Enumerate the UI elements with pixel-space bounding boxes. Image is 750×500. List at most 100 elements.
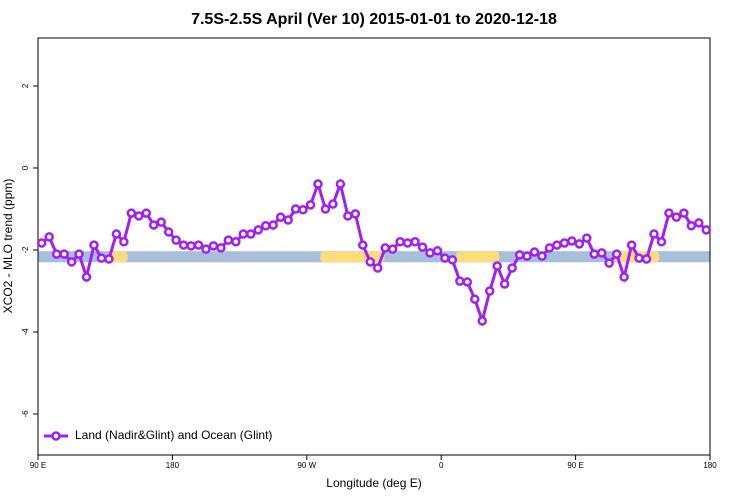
data-point — [104, 254, 114, 264]
data-point — [44, 232, 54, 242]
data-point — [499, 279, 510, 289]
data-point — [186, 241, 196, 251]
data-point — [410, 237, 420, 247]
y-axis-label: XCO2 - MLO trend (ppm) — [1, 179, 15, 314]
data-point — [470, 294, 480, 304]
data-point — [462, 277, 473, 287]
data-point — [275, 212, 286, 222]
y-tick-label: -2 — [21, 246, 30, 254]
data-point — [141, 208, 152, 218]
x-tick-label: 90 W — [297, 461, 316, 470]
data-point — [596, 248, 607, 258]
data-point — [208, 241, 219, 251]
data-point — [81, 272, 92, 282]
x-tick-label: 180 — [703, 461, 717, 470]
data-point — [574, 239, 585, 249]
data-point — [111, 229, 122, 239]
data-point — [417, 242, 428, 252]
chart-title: 7.5S-2.5S April (Ver 10) 2015-01-01 to 2… — [191, 11, 557, 28]
data-point — [641, 254, 652, 264]
data-point — [51, 249, 62, 259]
data-point — [320, 204, 331, 214]
y-tick-label: 2 — [21, 83, 30, 88]
data-point — [440, 253, 450, 263]
legend-marker — [51, 431, 61, 441]
data-point — [365, 257, 376, 267]
data-point — [216, 243, 226, 253]
plot-frame — [37, 37, 711, 456]
data-point — [328, 199, 338, 209]
data-point — [522, 251, 532, 261]
data-point — [507, 263, 517, 273]
data-point — [611, 249, 622, 259]
data-point — [290, 204, 301, 214]
data-point — [372, 263, 383, 273]
data-point — [455, 276, 465, 286]
data-point — [484, 286, 495, 296]
data-point — [126, 208, 137, 218]
data-point — [395, 237, 405, 247]
data-point — [387, 244, 398, 254]
data-point — [432, 246, 443, 256]
data-point — [134, 211, 144, 221]
data-point — [664, 208, 674, 218]
data-point — [701, 225, 712, 235]
data-point — [246, 229, 256, 239]
data-point — [358, 240, 368, 250]
data-point — [425, 248, 435, 258]
data-point — [305, 200, 316, 210]
data-point — [686, 221, 697, 231]
data-point — [268, 220, 278, 230]
y-tick-label: -4 — [21, 328, 30, 336]
data-point — [589, 249, 600, 259]
x-tick-label: 180 — [166, 461, 180, 470]
data-point — [492, 261, 502, 271]
x-tick-label: 0 — [439, 461, 444, 470]
data-point — [671, 212, 682, 222]
data-point — [193, 240, 204, 250]
data-point — [96, 253, 107, 263]
data-point — [178, 240, 189, 250]
data-point — [148, 220, 159, 230]
data-point — [567, 236, 577, 246]
x-tick-label: 90 E — [30, 461, 46, 470]
data-point — [253, 225, 264, 235]
data-point — [59, 249, 69, 259]
data-point — [156, 217, 166, 227]
x-tick-label: 90 E — [567, 461, 583, 470]
data-point — [171, 235, 181, 245]
data-point — [559, 238, 570, 248]
data-point — [694, 218, 704, 228]
legend-label: Land (Nadir&Glint) and Ocean (Glint) — [75, 428, 272, 442]
data-point — [66, 257, 77, 267]
data-point — [223, 235, 234, 245]
data-point — [582, 233, 592, 243]
data-point — [649, 229, 659, 239]
data-point — [163, 227, 174, 237]
data-point — [402, 238, 413, 248]
data-point — [335, 179, 346, 189]
data-point — [552, 240, 562, 250]
data-point — [634, 253, 644, 263]
data-point — [283, 215, 293, 225]
data-point — [529, 247, 540, 257]
data-point — [201, 244, 211, 254]
data-point — [298, 205, 308, 215]
data-point — [477, 316, 488, 326]
data-point — [231, 237, 241, 247]
data-point — [260, 221, 271, 231]
data-point — [74, 249, 84, 259]
data-point — [36, 238, 47, 248]
data-point — [447, 255, 458, 265]
data-point — [619, 272, 629, 282]
band-highlight — [456, 251, 500, 263]
data-point — [604, 258, 614, 268]
data-point — [89, 240, 99, 250]
data-point — [679, 208, 689, 218]
data-point — [350, 209, 361, 219]
x-axis-label: Longitude (deg E) — [326, 476, 421, 490]
data-point — [626, 240, 637, 250]
data-point — [514, 250, 525, 260]
data-point — [119, 237, 129, 247]
